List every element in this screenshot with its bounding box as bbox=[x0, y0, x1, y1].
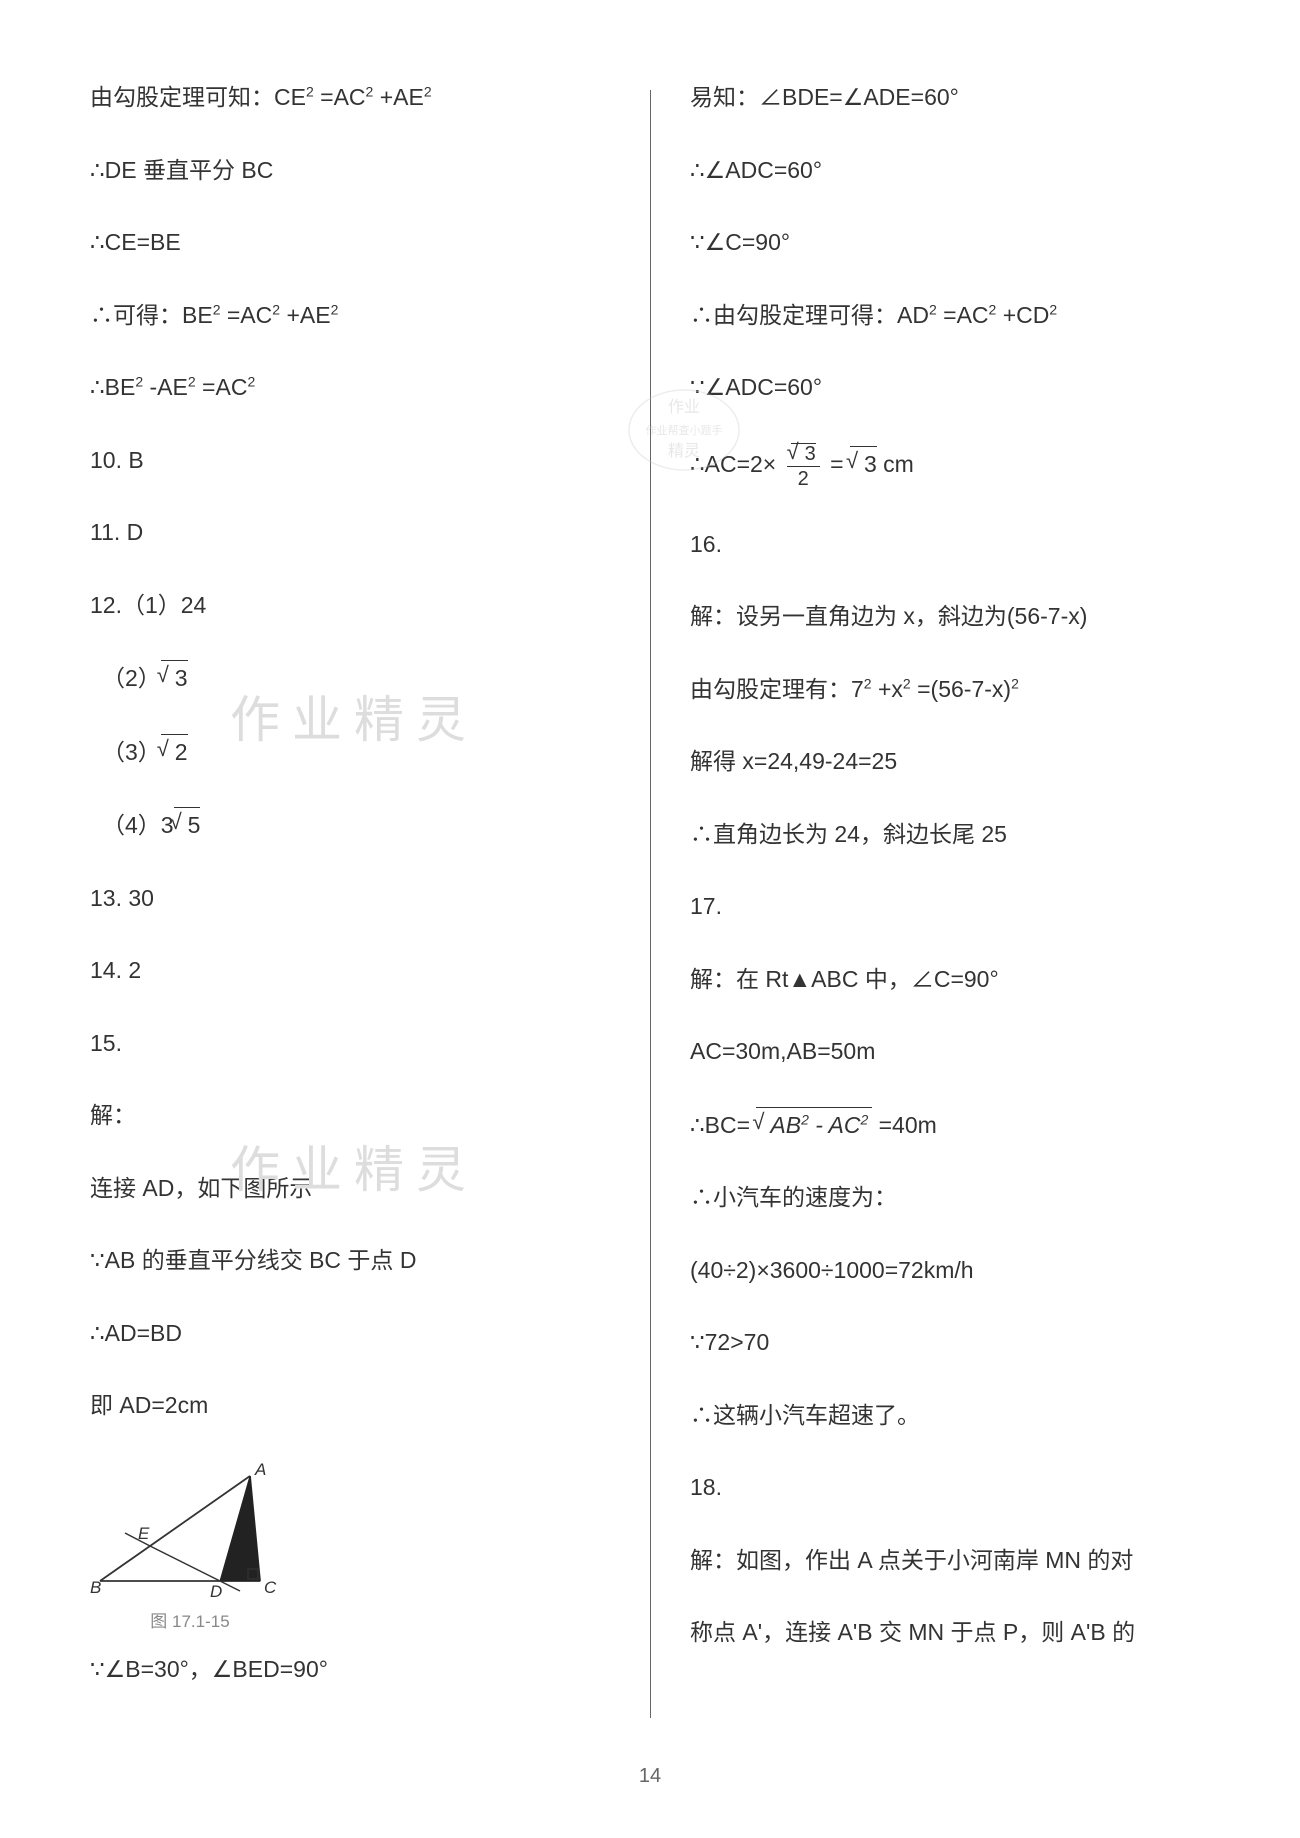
text-line: 称点 A'，连接 A'B 交 MN 于点 P，则 A'B 的 bbox=[690, 1615, 1210, 1650]
text-line: 解：在 Rt▲ABC 中，∠C=90° bbox=[690, 962, 1210, 997]
diagram-caption: 图 17.1-15 bbox=[90, 1607, 290, 1632]
text-line: ∴AC=2× 3 2 = 3 cm bbox=[690, 443, 1210, 489]
text-line: （3）2 bbox=[90, 734, 610, 770]
text-line: ∴BC= AB2 - AC2 =40m bbox=[690, 1107, 1210, 1143]
svg-text:B: B bbox=[90, 1578, 101, 1597]
text-line: 10. B bbox=[90, 443, 610, 478]
text-line: ∵AB 的垂直平分线交 BC 于点 D bbox=[90, 1243, 610, 1278]
text-line: ∴CE=BE bbox=[90, 225, 610, 260]
svg-text:C: C bbox=[264, 1578, 277, 1597]
text-line: 13. 30 bbox=[90, 881, 610, 916]
column-divider bbox=[650, 90, 651, 1718]
text-line: ∵72>70 bbox=[690, 1325, 1210, 1360]
text-line: 解：设另一直角边为 x，斜边为(56-7-x) bbox=[690, 599, 1210, 634]
text-line: 14. 2 bbox=[90, 953, 610, 988]
text-line: (40÷2)×3600÷1000=72km/h bbox=[690, 1253, 1210, 1288]
text-line: AC=30m,AB=50m bbox=[690, 1034, 1210, 1069]
text-line: 解得 x=24,49-24=25 bbox=[690, 744, 1210, 779]
right-column: 易知：∠BDE=∠ADE=60° ∴∠ADC=60° ∵∠C=90° ∴由勾股定… bbox=[650, 80, 1210, 1778]
text-line: （4）35 bbox=[90, 807, 610, 843]
page-root: 作业精灵 作业精灵 作业 作业帮查小题手 精灵 由勾股定理可知：CE2 =AC2… bbox=[0, 0, 1300, 1838]
text-line: （2）3 bbox=[90, 660, 610, 696]
text-line: ∴∠ADC=60° bbox=[690, 153, 1210, 188]
text-line: 由勾股定理可知：CE2 =AC2 +AE2 bbox=[90, 80, 610, 115]
text-line: ∴可得：BE2 =AC2 +AE2 bbox=[90, 298, 610, 333]
page-number: 14 bbox=[639, 1765, 661, 1788]
text-line: 15. bbox=[90, 1026, 610, 1061]
text-line: ∵∠B=30°，∠BED=90° bbox=[90, 1652, 610, 1687]
triangle-diagram: A B C D E 图 17.1-15 bbox=[90, 1461, 610, 1632]
text-line: ∴直角边长为 24，斜边长尾 25 bbox=[690, 817, 1210, 852]
text-line: 11. D bbox=[90, 515, 610, 550]
text-line: 连接 AD，如下图所示 bbox=[90, 1171, 610, 1206]
text-line: ∴DE 垂直平分 BC bbox=[90, 153, 610, 188]
text-line: 易知：∠BDE=∠ADE=60° bbox=[690, 80, 1210, 115]
text-line: 由勾股定理有：72 +x2 =(56-7-x)2 bbox=[690, 672, 1210, 707]
text-line: ∴AD=BD bbox=[90, 1316, 610, 1351]
text-line: ∵∠C=90° bbox=[690, 225, 1210, 260]
text-line: 即 AD=2cm bbox=[90, 1388, 610, 1423]
text-line: ∴这辆小汽车超速了。 bbox=[690, 1398, 1210, 1433]
svg-text:D: D bbox=[210, 1582, 222, 1601]
text-line: 解： bbox=[90, 1098, 610, 1133]
text-line: 12.（1）24 bbox=[90, 588, 610, 623]
left-column: 由勾股定理可知：CE2 =AC2 +AE2 ∴DE 垂直平分 BC ∴CE=BE… bbox=[90, 80, 650, 1778]
svg-text:E: E bbox=[138, 1524, 150, 1543]
text-line: ∴小汽车的速度为： bbox=[690, 1180, 1210, 1215]
svg-text:A: A bbox=[254, 1461, 266, 1479]
text-line: 解：如图，作出 A 点关于小河南岸 MN 的对 bbox=[690, 1543, 1210, 1578]
text-line: ∵∠ADC=60° bbox=[690, 370, 1210, 405]
text-line: 18. bbox=[690, 1470, 1210, 1505]
text-line: ∴由勾股定理可得：AD2 =AC2 +CD2 bbox=[690, 298, 1210, 333]
text-line: 16. bbox=[690, 527, 1210, 562]
text-line: 17. bbox=[690, 889, 1210, 924]
text-line: ∴BE2 -AE2 =AC2 bbox=[90, 370, 610, 405]
